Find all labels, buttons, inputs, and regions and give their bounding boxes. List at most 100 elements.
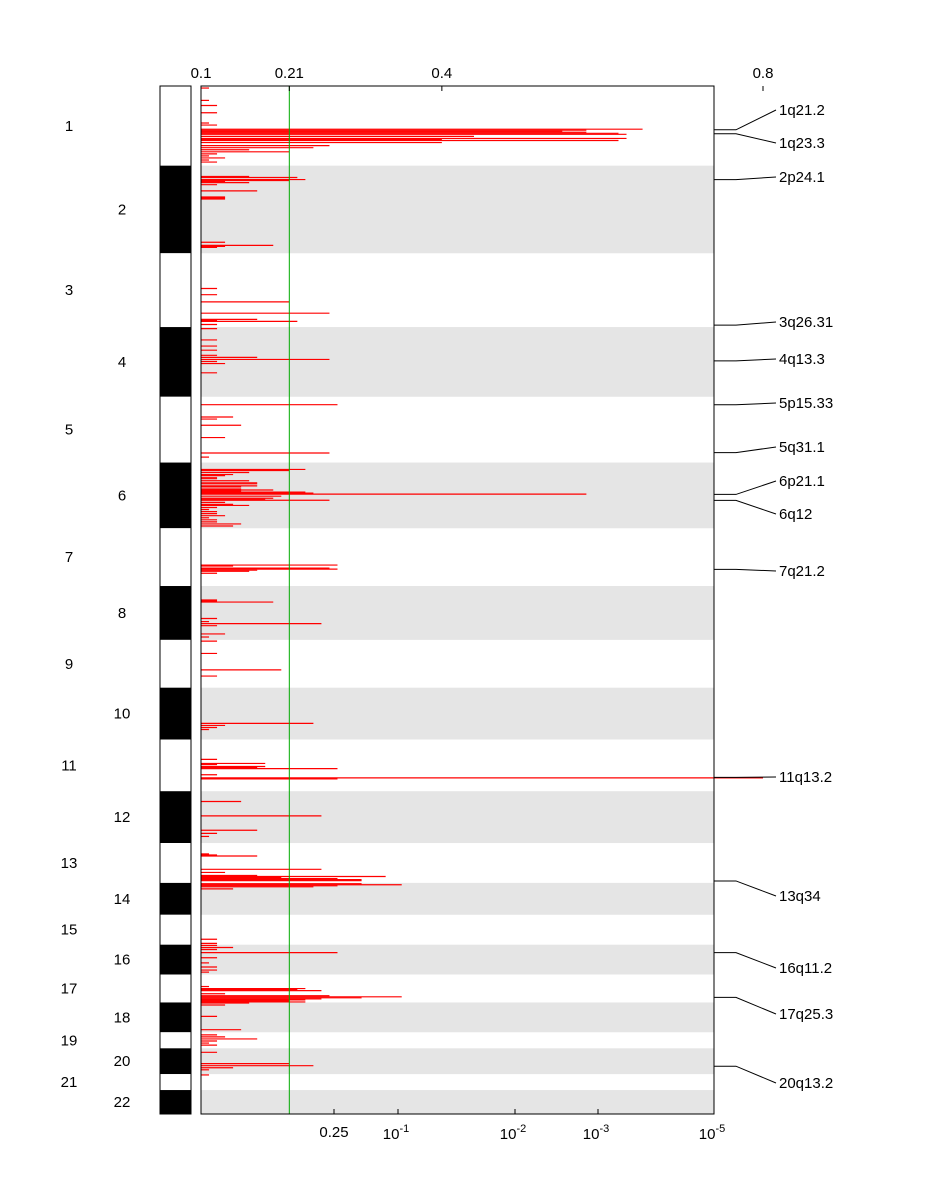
peak-label: 1q21.2 [779,102,825,119]
chromosome-label: 10 [114,706,131,723]
band-chr-16 [201,944,714,975]
peak-label: 6p21.1 [779,473,825,490]
ideogram-chr-5 [160,396,191,463]
chromosome-label: 9 [65,656,73,673]
ideogram-chr-2 [160,165,191,254]
peak-leader-line [714,568,777,572]
ideogram-chr-4 [160,327,191,397]
chromosome-label: 14 [114,891,131,908]
ideogram-chr-14 [160,882,191,915]
chromosome-ideogram [159,85,192,1115]
chromosome-label: 2 [118,201,126,218]
ideogram-chr-9 [160,639,191,688]
ideogram-chr-16 [160,944,191,975]
peak-leader-line [714,1065,777,1084]
chromosome-label: 19 [61,1032,78,1049]
bottom-tick-label: 10-5 [699,1123,725,1143]
chromosome-bands [201,165,714,1114]
ideogram-frame [159,85,192,1115]
band-chr-8 [201,586,714,640]
band-chr-6 [201,462,714,529]
peak-leader-line [714,321,777,326]
peak-leader-line [714,402,777,406]
band-chr-12 [201,791,714,844]
chromosome-label: 1 [65,118,73,135]
ideogram-chr-3 [160,253,191,328]
peak-leader-line [714,358,777,362]
chromosome-label: 4 [118,354,126,371]
band-chr-22 [201,1090,714,1114]
chromosome-label: 15 [61,922,78,939]
chromosome-label: 22 [114,1094,131,1111]
ideogram-chr-8 [160,586,191,640]
peak-leader-line [714,499,777,515]
peak-label: 7q21.2 [779,563,825,580]
ideogram-chr-19 [160,1032,191,1049]
chromosome-label: 21 [61,1074,78,1091]
chromosome-label: 3 [65,282,73,299]
peak-leader-line [714,109,777,131]
peak-label: 1q23.3 [779,135,825,152]
top-tick-label: 0.8 [753,65,774,82]
peak-leader-line [714,952,777,969]
peak-leader-line [714,480,777,495]
ideogram-chr-13 [160,843,191,883]
peak-labels: 1q21.2 1q23.3 2p24.1 3q26.31 4q13.3 5p15.33 5q… [714,102,833,1092]
top-tick-label: 0.4 [431,65,452,82]
ideogram-chr-21 [160,1074,191,1091]
ideogram-chr-10 [160,687,191,740]
ideogram-chr-17 [160,974,191,1003]
ideogram-chr-11 [160,739,191,792]
peak-label: 20q13.2 [779,1075,833,1092]
peak-leader-line [714,880,777,897]
band-chr-18 [201,1002,714,1033]
peak-label: 13q34 [779,888,821,905]
ideogram-chr-7 [160,528,191,587]
top-tick-label: 0.21 [275,65,304,82]
ideogram-chr-1 [160,86,191,166]
peak-label: 6q12 [779,506,812,523]
ideogram-chr-15 [160,914,191,945]
peak-label: 17q25.3 [779,1006,833,1023]
plot-frame [200,85,715,1115]
bottom-tick-label: 10-2 [500,1123,526,1143]
bars [201,87,763,1076]
bottom-axis-ticks: 0.25 10-1 10-2 10-3 10-5 [319,1109,725,1143]
ideogram-chr-18 [160,1002,191,1033]
peak-label: 16q11.2 [779,960,832,977]
chromosome-label: 6 [118,487,126,504]
ideogram-chr-12 [160,791,191,844]
chromosome-label: 8 [118,605,126,622]
chromosome-label: 17 [61,980,78,997]
chromosome-label: 13 [61,855,78,872]
peak-label: 5q31.1 [779,439,825,456]
bottom-tick-label: 10-1 [383,1123,409,1143]
ideogram-chr-20 [160,1048,191,1075]
band-chr-14 [201,882,714,915]
band-chr-4 [201,327,714,397]
peak-leader-line [714,446,777,454]
chromosome-label: 5 [65,422,73,439]
peak-leader-line [714,133,777,144]
ideogram-chr-22 [160,1090,191,1114]
top-tick-label: 0.1 [191,65,212,82]
peak-label: 2p24.1 [779,169,825,186]
band-chr-2 [201,165,714,254]
bottom-tick-label: 10-3 [583,1123,609,1143]
band-chr-20 [201,1048,714,1075]
chromosome-label: 7 [65,549,73,566]
peak-label: 5p15.33 [779,395,833,412]
chromosome-label: 16 [114,952,131,969]
chromosome-label: 11 [61,757,77,774]
chromosome-label: 12 [114,809,131,826]
peak-label: 11q13.2 [779,769,832,786]
chromosome-label: 18 [114,1009,131,1026]
top-axis-ticks: 0.1 0.21 0.4 0.8 [191,65,774,91]
ideogram-chr-6 [160,462,191,529]
peak-leader-line [714,996,777,1015]
chromosome-label: 20 [114,1053,131,1070]
peak-label: 3q26.31 [779,314,833,331]
band-chr-10 [201,687,714,740]
bottom-tick-label: 0.25 [319,1124,348,1141]
